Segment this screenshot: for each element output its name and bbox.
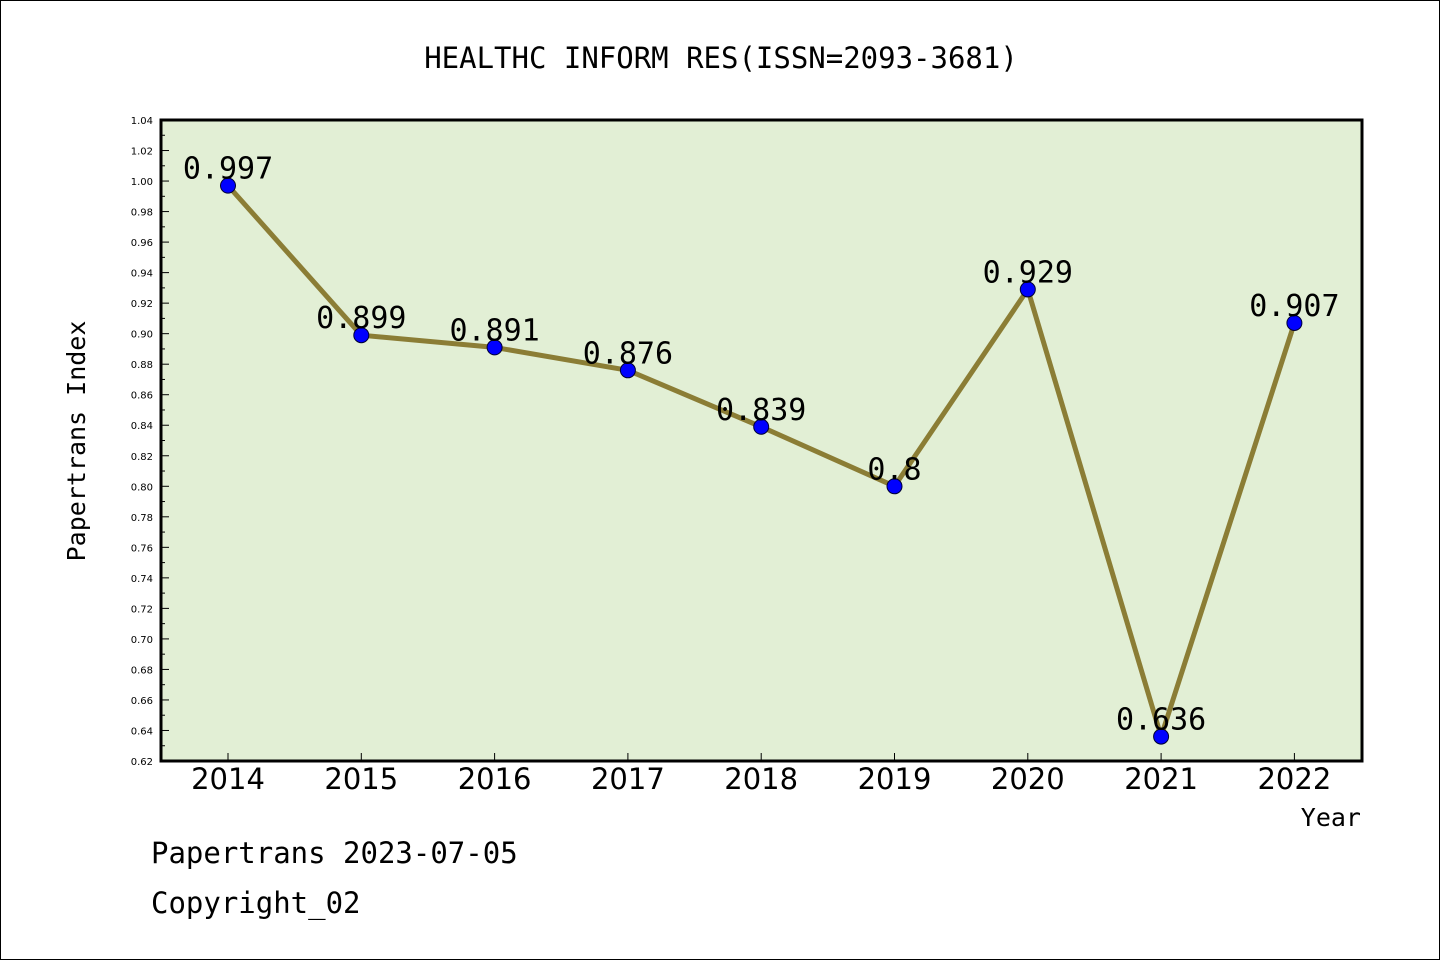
y-tick-label: 0.64 (131, 726, 153, 737)
data-point (619, 362, 636, 379)
y-tick-label: 0.80 (131, 482, 153, 493)
x-tick-label: 2019 (858, 762, 932, 796)
y-tick-label: 0.94 (131, 269, 153, 280)
x-tick-label: 2018 (724, 762, 798, 796)
plot-border (159, 118, 1364, 763)
x-axis: 2014 2015 2016 2017 2018 2019 2020 2021 2022 (191, 753, 1331, 796)
x-tick-label: 2020 (991, 762, 1065, 796)
y-tick-label: 0.84 (131, 421, 153, 432)
x-tick-label: 2016 (458, 762, 532, 796)
data-label: 0.876 (583, 336, 673, 371)
data-label: 0.891 (449, 313, 539, 348)
y-tick-label: 1.02 (131, 147, 153, 158)
data-label-layer: 0.997 0.899 0.891 0.876 0.839 0.8 0.929 0.636 0.… (183, 152, 1340, 738)
data-label: 0.997 (183, 152, 273, 187)
y-tick-label: 0.88 (131, 360, 153, 371)
data-point (220, 177, 236, 194)
x-tick-label: 2017 (591, 762, 665, 796)
y-tick-label: 0.74 (131, 574, 153, 585)
data-label: 0.899 (316, 301, 406, 336)
footer-copyright-text: Copyright_02 (151, 886, 361, 920)
data-point (886, 478, 903, 495)
data-point (1019, 281, 1036, 298)
y-tick-label: 1.04 (131, 116, 153, 127)
y-tick-label: 0.86 (131, 391, 153, 402)
data-point (1286, 314, 1303, 331)
x-tick-label: 2015 (324, 762, 398, 796)
data-point (1153, 728, 1170, 745)
y-tick-label: 0.62 (131, 757, 153, 768)
data-label: 0.636 (1116, 703, 1206, 738)
y-tick-label: 0.70 (131, 635, 153, 646)
y-tick-label: 0.90 (131, 330, 153, 341)
footer-date-text: Papertrans 2023-07-05 (151, 836, 518, 870)
x-tick-label: 2014 (191, 762, 265, 796)
data-point (353, 327, 370, 344)
y-tick-label: 0.82 (131, 452, 153, 463)
plot-area (161, 120, 1362, 761)
data-label: 0.8 (867, 452, 921, 487)
y-tick-label: 1.00 (131, 177, 153, 188)
x-axis-label: Year (1301, 803, 1361, 832)
y-tick-label: 0.72 (131, 604, 153, 615)
series-layer (220, 177, 1303, 745)
data-point (486, 339, 503, 356)
chart-title: HEALTHC INFORM RES(ISSN=2093-3681) (424, 41, 1018, 75)
data-point (753, 418, 770, 435)
x-tick-label: 2021 (1124, 762, 1198, 796)
y-tick-label: 0.92 (131, 299, 153, 310)
y-tick-label: 0.68 (131, 665, 153, 676)
x-tick-label: 2022 (1257, 762, 1331, 796)
y-tick-label: 0.78 (131, 513, 153, 524)
data-label: 0.929 (983, 255, 1073, 290)
y-tick-label: 0.96 (131, 238, 153, 249)
y-axis-label: Papertrans Index (62, 321, 91, 562)
y-tick-label: 0.76 (131, 543, 153, 554)
data-label: 0.839 (716, 393, 806, 428)
y-tick-label: 0.66 (131, 696, 153, 707)
data-label: 0.907 (1249, 289, 1339, 324)
y-tick-label: 0.98 (131, 208, 153, 219)
